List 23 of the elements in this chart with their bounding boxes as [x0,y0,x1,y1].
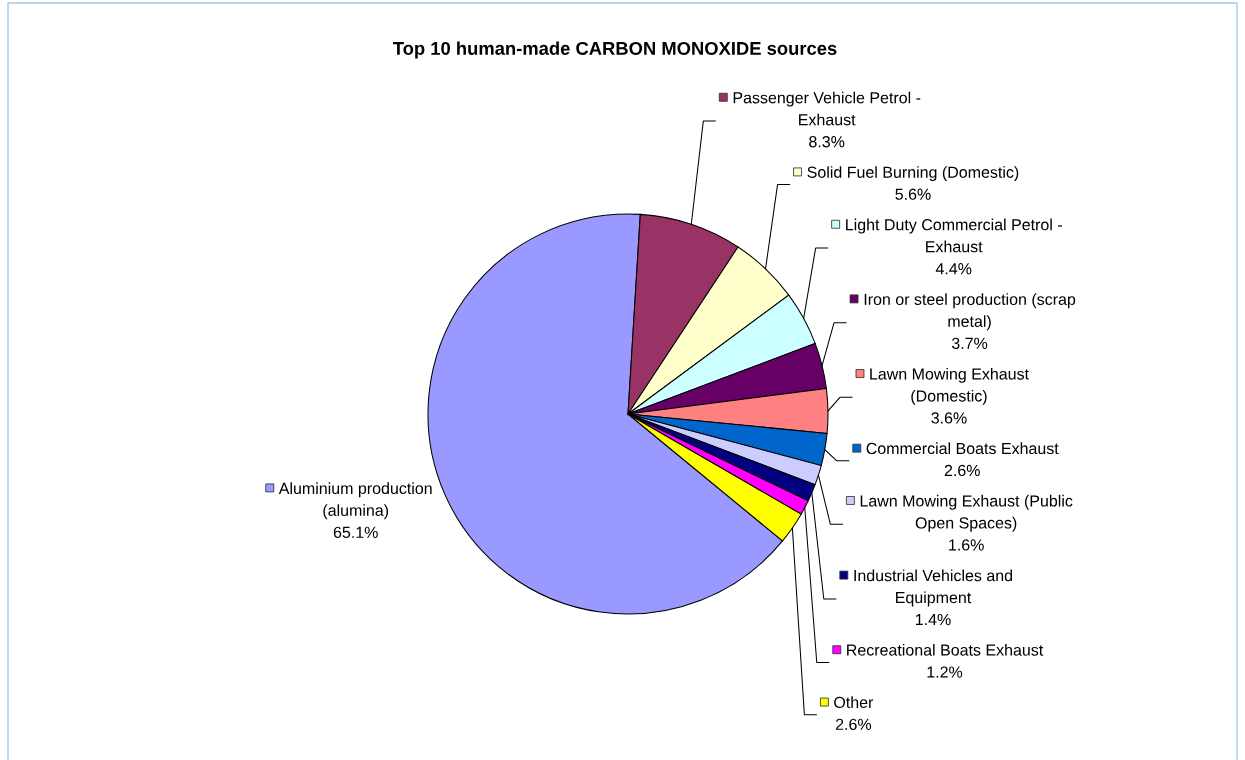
data-label: 3.7% [951,337,988,349]
data-label: 4.4% [935,263,972,275]
legend-label: Passenger Vehicle Petrol - Exhaust [733,91,921,126]
legend-label: Lawn Mowing Exhaust (Domestic) [870,367,1029,405]
data-label: 2.6% [944,464,980,477]
chart-title: Top 10 human-made CARBON MONOXIDE sources [393,41,837,59]
legend-label: Light Duty Commercial Petrol - Exhaust [846,218,1062,253]
data-label: 3.6% [931,412,967,424]
legend-label: Other [834,696,874,709]
data-label: 8.3% [809,136,845,148]
legend-label: Lawn Mowing Exhaust (Public Open Spaces) [860,494,1073,532]
data-label: 2.6% [835,718,872,731]
data-label: 1.2% [927,666,963,678]
legend-label: Commercial Boats Exhaust [866,442,1059,455]
data-label: 65.1% [333,526,378,539]
legend-label: Industrial Vehicles and Equipment [854,569,1013,607]
legend-label: Recreational Boats Exhaust [847,643,1044,656]
legend-label: Aluminium production (alumina) [278,482,432,520]
data-label: 5.6% [895,188,931,200]
data-label: 1.4% [915,613,951,626]
data-label: 1.6% [949,539,984,551]
legend-label: Iron or steel production (scrap metal) [864,293,1076,331]
legend-label: Solid Fuel Burning (Domestic) [807,166,1019,182]
